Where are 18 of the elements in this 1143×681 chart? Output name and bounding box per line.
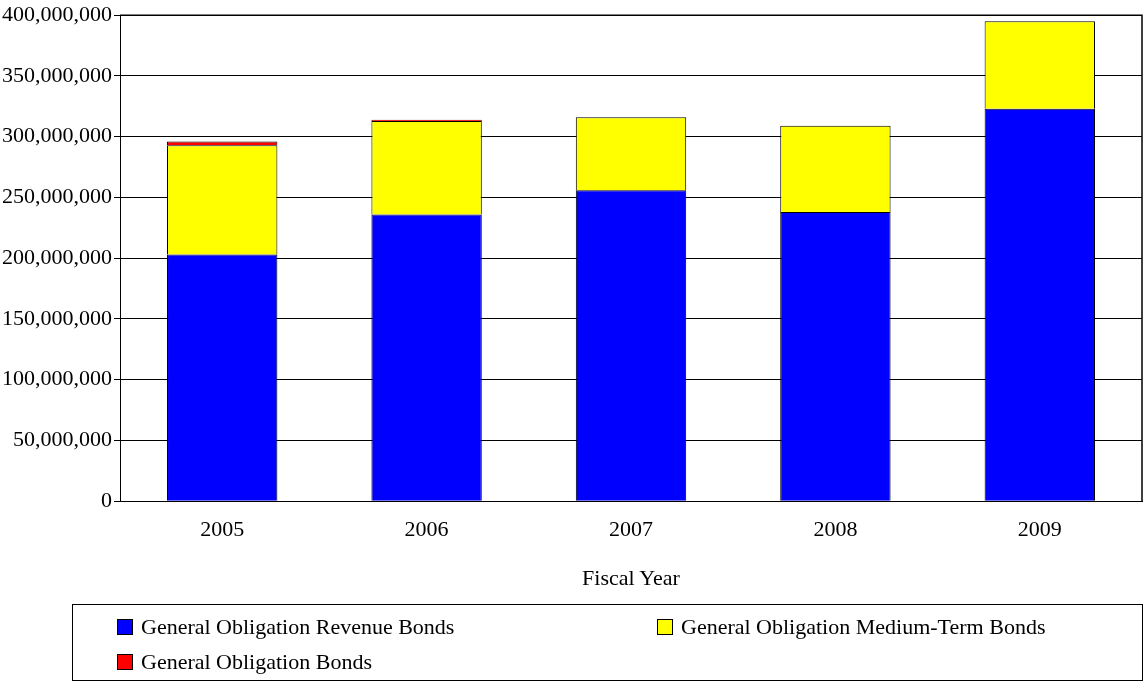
legend-label: General Obligation Bonds: [141, 648, 372, 675]
legend-label: General Obligation Medium-Term Bonds: [681, 614, 1046, 640]
x-tick-label: 2005: [200, 516, 245, 542]
y-tick-label: 300,000,000: [2, 122, 112, 148]
y-tick-label: 250,000,000: [2, 183, 112, 209]
y-tick-label: 150,000,000: [2, 304, 112, 330]
legend-label: General Obligation Revenue Bonds: [141, 614, 455, 640]
x-tick-label: 2006: [404, 516, 449, 542]
y-tick-label: 100,000,000: [2, 365, 112, 391]
y-tick-label: 50,000,000: [13, 426, 112, 452]
y-tick-label: 0: [101, 486, 112, 512]
y-tick-label: 200,000,000: [2, 243, 112, 269]
x-axis-title: Fiscal Year: [582, 564, 681, 590]
y-tick-label: 400,000,000: [2, 0, 112, 26]
x-tick-label: 2009: [1017, 516, 1062, 542]
x-tick-label: 2008: [813, 516, 858, 542]
y-tick-label: 350,000,000: [2, 61, 112, 87]
x-tick-label: 2007: [609, 516, 653, 542]
